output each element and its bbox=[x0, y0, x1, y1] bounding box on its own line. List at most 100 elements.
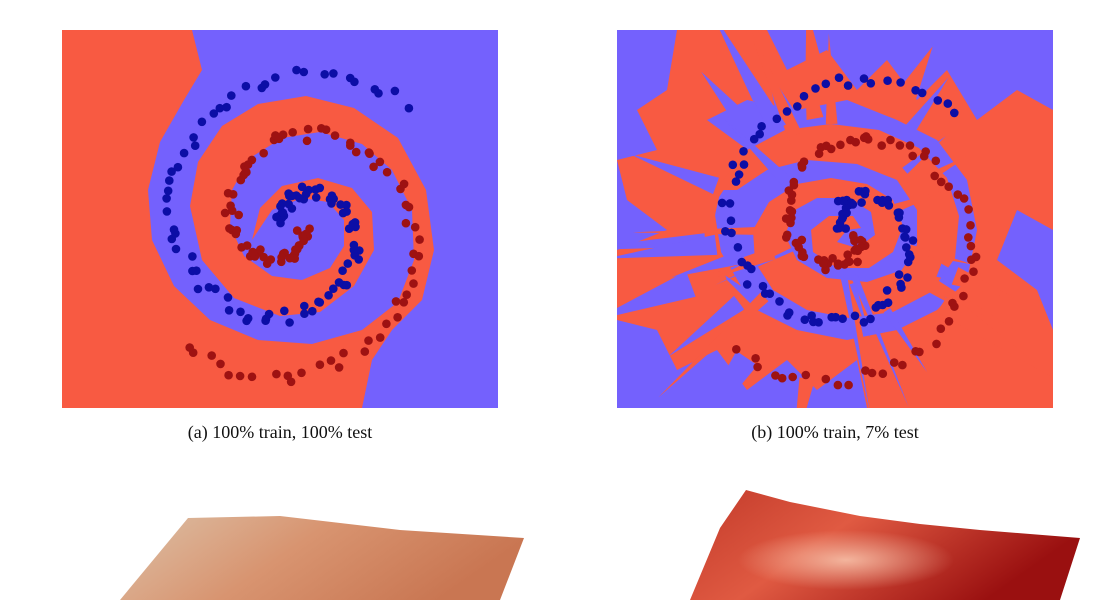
red-data-point bbox=[225, 224, 234, 233]
red-data-point bbox=[346, 141, 355, 150]
overfit-spike bbox=[825, 33, 838, 125]
red-data-point bbox=[226, 201, 235, 210]
loss-surface-a bbox=[100, 480, 560, 600]
blue-data-point bbox=[739, 160, 749, 169]
red-data-point bbox=[401, 218, 411, 228]
blue-data-point bbox=[314, 297, 323, 307]
blue-data-point bbox=[179, 148, 189, 158]
red-data-point bbox=[409, 279, 418, 288]
blue-data-point bbox=[757, 122, 766, 131]
overfit-spike bbox=[850, 273, 909, 407]
blue-data-point bbox=[162, 194, 171, 203]
data-points-b bbox=[717, 73, 981, 390]
red-data-point bbox=[840, 260, 849, 269]
loss-surface-svg-b bbox=[690, 490, 1080, 600]
blue-data-point bbox=[725, 199, 735, 208]
blue-data-point bbox=[850, 311, 860, 321]
red-data-point bbox=[784, 186, 794, 195]
red-data-point bbox=[964, 233, 973, 242]
red-data-point bbox=[799, 157, 809, 166]
red-data-point bbox=[302, 136, 312, 146]
blue-data-point bbox=[933, 96, 943, 105]
red-data-point bbox=[966, 221, 975, 230]
loss-surface-b bbox=[660, 480, 1104, 600]
blue-data-point bbox=[760, 289, 770, 298]
blue-data-point bbox=[733, 243, 743, 252]
red-data-point bbox=[959, 291, 968, 301]
red-data-point bbox=[826, 144, 836, 154]
blue-data-point bbox=[315, 183, 325, 193]
overfit-spike bbox=[668, 295, 745, 357]
red-data-point bbox=[895, 141, 905, 150]
blue-data-point bbox=[807, 311, 816, 321]
blue-data-point bbox=[846, 198, 856, 208]
blue-data-point bbox=[188, 252, 197, 261]
red-data-point bbox=[292, 226, 302, 235]
blue-data-point bbox=[165, 176, 174, 185]
blue-data-point bbox=[908, 236, 918, 245]
red-data-point bbox=[248, 247, 257, 257]
red-data-point bbox=[334, 363, 344, 372]
red-data-point bbox=[833, 259, 843, 268]
blue-data-point bbox=[894, 208, 904, 217]
blue-data-point bbox=[188, 266, 197, 276]
blue-data-point bbox=[843, 81, 853, 90]
blue-data-point bbox=[800, 315, 810, 325]
blue-data-point bbox=[327, 199, 336, 208]
blue-region-a bbox=[148, 30, 498, 408]
red-data-point bbox=[232, 226, 242, 235]
red-data-point bbox=[216, 359, 225, 369]
blue-data-point bbox=[734, 170, 744, 179]
blue-data-point bbox=[901, 233, 910, 242]
red-data-point bbox=[853, 246, 863, 256]
red-data-point bbox=[931, 156, 941, 166]
blue-data-point bbox=[871, 303, 881, 312]
blue-data-point bbox=[299, 67, 309, 77]
blue-data-point bbox=[311, 193, 321, 202]
blue-data-point bbox=[204, 283, 214, 292]
blue-data-point bbox=[861, 186, 870, 196]
blue-data-point bbox=[243, 314, 253, 323]
blue-data-point bbox=[897, 283, 906, 292]
red-data-point bbox=[278, 130, 288, 139]
blue-data-point bbox=[834, 73, 844, 82]
red-data-point bbox=[237, 243, 246, 252]
blue-data-point bbox=[821, 79, 831, 89]
blue-data-point bbox=[374, 89, 383, 98]
red-data-point bbox=[867, 368, 877, 378]
blue-data-point bbox=[223, 293, 233, 302]
red-data-point bbox=[964, 205, 973, 214]
red-data-point bbox=[777, 373, 787, 383]
red-data-point bbox=[791, 238, 801, 248]
blue-data-point bbox=[772, 114, 782, 124]
red-data-point bbox=[247, 155, 257, 165]
blue-data-point bbox=[193, 284, 203, 294]
blue-data-point bbox=[896, 78, 905, 87]
blue-data-point bbox=[731, 177, 741, 186]
overfit-spike bbox=[951, 267, 1018, 300]
red-data-point bbox=[960, 274, 969, 283]
blue-data-point bbox=[883, 196, 892, 205]
red-data-point bbox=[404, 202, 414, 212]
red-data-point bbox=[315, 360, 325, 370]
decision-boundary-plot-a bbox=[62, 30, 498, 408]
blue-data-point bbox=[917, 88, 927, 98]
red-data-point bbox=[247, 372, 257, 382]
blue-data-point bbox=[190, 141, 200, 150]
data-points-a bbox=[162, 65, 424, 387]
blue-data-point bbox=[903, 257, 913, 267]
blue-data-point bbox=[338, 266, 347, 275]
red-data-point bbox=[932, 339, 941, 349]
blue-data-point bbox=[227, 91, 236, 100]
blue-data-point bbox=[782, 107, 792, 116]
blue-data-point bbox=[308, 306, 317, 316]
red-data-point bbox=[360, 347, 370, 356]
blue-data-point bbox=[287, 204, 297, 213]
blue-data-point bbox=[354, 255, 364, 264]
red-data-point bbox=[863, 135, 873, 144]
red-data-point bbox=[235, 371, 245, 381]
blue-data-point bbox=[209, 109, 219, 118]
blue-data-point bbox=[859, 318, 869, 327]
red-data-point bbox=[886, 135, 895, 145]
blue-data-point bbox=[857, 198, 866, 207]
